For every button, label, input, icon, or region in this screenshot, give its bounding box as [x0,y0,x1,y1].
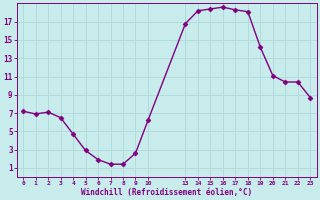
X-axis label: Windchill (Refroidissement éolien,°C): Windchill (Refroidissement éolien,°C) [81,188,252,197]
